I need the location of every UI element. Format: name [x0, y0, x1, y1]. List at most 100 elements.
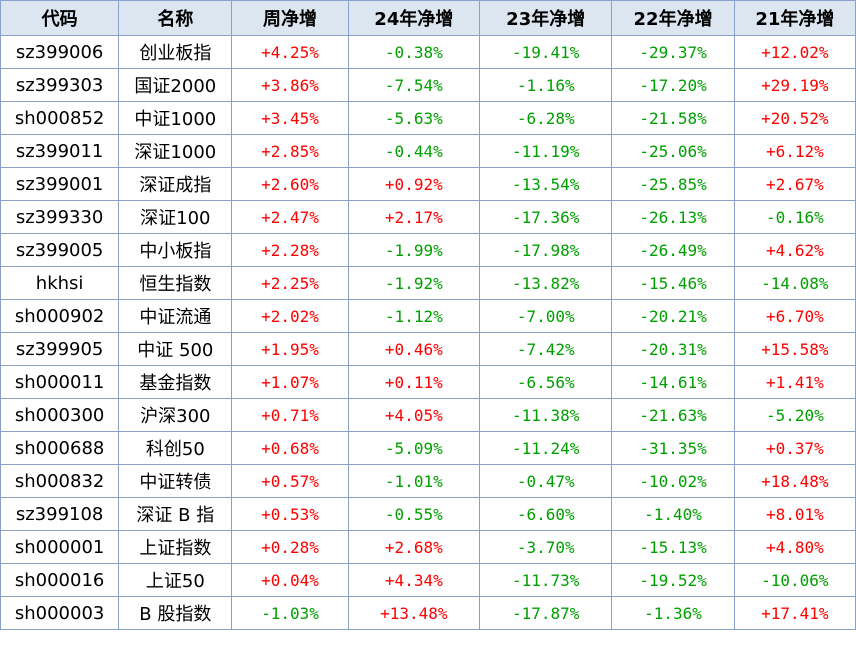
cell-2022-change: -15.13%: [611, 530, 735, 564]
cell-week-change: -1.03%: [231, 596, 349, 630]
cell-2021-change: -5.20%: [733, 398, 856, 432]
cell-2023-change: -11.73%: [479, 563, 613, 597]
cell-2024-change: +4.05%: [347, 398, 481, 432]
cell-2024-change: -0.55%: [347, 497, 481, 531]
cell-name: 中证流通: [118, 299, 233, 333]
cell-code: hkhsi: [0, 266, 120, 300]
cell-code: sh000832: [0, 464, 120, 498]
cell-2023-change: -6.28%: [479, 101, 613, 135]
cell-code: sh000016: [0, 563, 120, 597]
cell-2023-change: -3.70%: [479, 530, 613, 564]
cell-name: 深证 B 指: [118, 497, 233, 531]
cell-week-change: +0.57%: [231, 464, 349, 498]
table-row: sz399001 深证成指 +2.60% +0.92% -13.54% -25.85% +2…: [0, 167, 856, 201]
cell-2021-change: +20.52%: [733, 101, 856, 135]
table-row: hkhsi 恒生指数 +2.25% -1.92% -13.82% -15.46% -14.0…: [0, 266, 856, 300]
cell-name: B 股指数: [118, 596, 233, 630]
cell-2022-change: -10.02%: [611, 464, 735, 498]
cell-2021-change: +17.41%: [733, 596, 856, 630]
cell-2024-change: +13.48%: [347, 596, 481, 630]
cell-2023-change: -17.36%: [479, 200, 613, 234]
cell-2022-change: -25.06%: [611, 134, 735, 168]
cell-2023-change: -13.54%: [479, 167, 613, 201]
cell-code: sz399006: [0, 35, 120, 69]
cell-name: 中证 500: [118, 332, 233, 366]
cell-2023-change: -1.16%: [479, 68, 613, 102]
cell-name: 基金指数: [118, 365, 233, 399]
cell-code: sh000011: [0, 365, 120, 399]
cell-2023-change: -13.82%: [479, 266, 613, 300]
cell-2024-change: -7.54%: [347, 68, 481, 102]
cell-2021-change: +18.48%: [733, 464, 856, 498]
table-row: sh000902 中证流通 +2.02% -1.12% -7.00% -20.21% +6.…: [0, 299, 856, 333]
cell-2023-change: -7.00%: [479, 299, 613, 333]
cell-2024-change: -1.99%: [347, 233, 481, 267]
cell-week-change: +0.28%: [231, 530, 349, 564]
cell-2021-change: +4.62%: [733, 233, 856, 267]
table-row: sz399905 中证 500 +1.95% +0.46% -7.42% -20.31% +…: [0, 332, 856, 366]
cell-2022-change: -1.40%: [611, 497, 735, 531]
cell-week-change: +2.60%: [231, 167, 349, 201]
cell-2021-change: +6.70%: [733, 299, 856, 333]
cell-2024-change: +0.92%: [347, 167, 481, 201]
cell-2021-change: +1.41%: [733, 365, 856, 399]
cell-2024-change: -1.12%: [347, 299, 481, 333]
table-row: sh000300 沪深300 +0.71% +4.05% -11.38% -21.63% -…: [0, 398, 856, 432]
cell-2024-change: +0.11%: [347, 365, 481, 399]
cell-2024-change: -0.44%: [347, 134, 481, 168]
cell-2024-change: +4.34%: [347, 563, 481, 597]
cell-2021-change: +2.67%: [733, 167, 856, 201]
cell-week-change: +2.28%: [231, 233, 349, 267]
cell-name: 深证100: [118, 200, 233, 234]
cell-2023-change: -17.98%: [479, 233, 613, 267]
cell-2024-change: -0.38%: [347, 35, 481, 69]
cell-code: sh000300: [0, 398, 120, 432]
cell-name: 创业板指: [118, 35, 233, 69]
cell-2021-change: +6.12%: [733, 134, 856, 168]
cell-code: sh000688: [0, 431, 120, 465]
cell-2022-change: -19.52%: [611, 563, 735, 597]
cell-name: 中证转债: [118, 464, 233, 498]
cell-code: sz399005: [0, 233, 120, 267]
cell-week-change: +2.02%: [231, 299, 349, 333]
cell-2021-change: +0.37%: [733, 431, 856, 465]
header-2021-change: 21年净增: [733, 0, 856, 36]
cell-2024-change: -1.01%: [347, 464, 481, 498]
cell-code: sh000003: [0, 596, 120, 630]
cell-name: 科创50: [118, 431, 233, 465]
cell-2022-change: -20.31%: [611, 332, 735, 366]
header-week-change: 周净增: [231, 0, 349, 36]
cell-2022-change: -17.20%: [611, 68, 735, 102]
cell-week-change: +0.68%: [231, 431, 349, 465]
cell-code: sz399905: [0, 332, 120, 366]
cell-2022-change: -26.13%: [611, 200, 735, 234]
cell-2021-change: -14.08%: [733, 266, 856, 300]
cell-2021-change: +8.01%: [733, 497, 856, 531]
cell-week-change: +0.04%: [231, 563, 349, 597]
cell-2022-change: -25.85%: [611, 167, 735, 201]
cell-week-change: +0.53%: [231, 497, 349, 531]
cell-code: sz399108: [0, 497, 120, 531]
cell-code: sz399001: [0, 167, 120, 201]
cell-code: sh000852: [0, 101, 120, 135]
cell-code: sz399303: [0, 68, 120, 102]
cell-name: 中证1000: [118, 101, 233, 135]
cell-name: 上证指数: [118, 530, 233, 564]
table-row: sh000832 中证转债 +0.57% -1.01% -0.47% -10.02% +18…: [0, 464, 856, 498]
cell-2022-change: -15.46%: [611, 266, 735, 300]
index-performance-table: 代码 名称 周净增 24年净增 23年净增 22年净增 21年净增 sz3990…: [0, 0, 856, 630]
cell-week-change: +1.07%: [231, 365, 349, 399]
table-row: sz399005 中小板指 +2.28% -1.99% -17.98% -26.49% +4…: [0, 233, 856, 267]
table-row: sh000011 基金指数 +1.07% +0.11% -6.56% -14.61% +1.…: [0, 365, 856, 399]
cell-code: sh000902: [0, 299, 120, 333]
cell-2022-change: -29.37%: [611, 35, 735, 69]
cell-2024-change: +0.46%: [347, 332, 481, 366]
cell-2022-change: -26.49%: [611, 233, 735, 267]
table-row: sz399330 深证100 +2.47% +2.17% -17.36% -26.13% -…: [0, 200, 856, 234]
header-2023-change: 23年净增: [479, 0, 613, 36]
cell-2023-change: -6.60%: [479, 497, 613, 531]
cell-2022-change: -14.61%: [611, 365, 735, 399]
table-row: sh000001 上证指数 +0.28% +2.68% -3.70% -15.13% +4.…: [0, 530, 856, 564]
header-name: 名称: [118, 0, 233, 36]
cell-2022-change: -21.63%: [611, 398, 735, 432]
